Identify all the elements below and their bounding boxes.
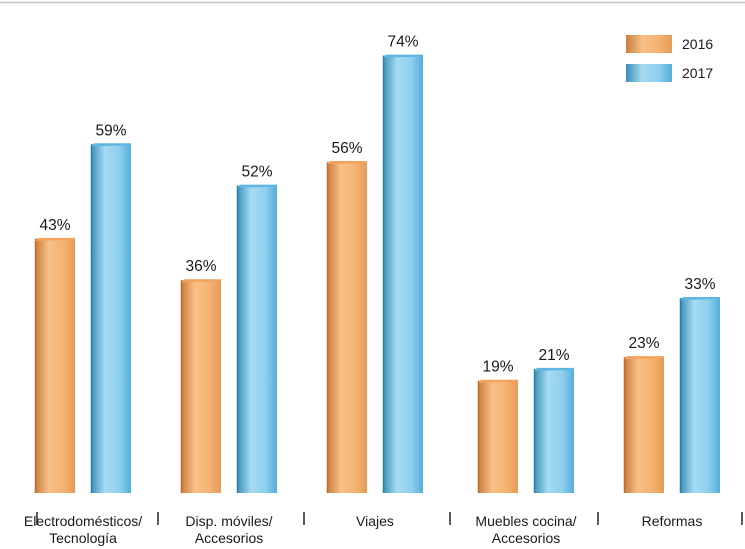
bar-body [91, 144, 131, 493]
legend-label: 2016 [682, 36, 713, 52]
bar-2016-disp-moviles [180, 279, 221, 493]
category-label-line: Accesorios [492, 530, 560, 546]
value-label-2016-reformas: 23% [628, 335, 659, 352]
value-label-2016-viajes: 56% [331, 140, 362, 157]
value-label-2017-muebles-cocina: 21% [538, 347, 569, 364]
bar-2016-muebles-cocina [477, 379, 518, 493]
category-label-viajes: Viajes [356, 513, 394, 529]
bar-body [680, 297, 720, 493]
bar-body [237, 185, 277, 493]
category-label-line: Disp. móviles/ [185, 513, 272, 529]
value-label-2017-reformas: 33% [684, 276, 715, 293]
bar-body [478, 380, 518, 493]
value-label-2017-electrodomesticos: 59% [95, 122, 126, 139]
legend-swatch [626, 64, 672, 82]
value-label-2016-disp-moviles: 36% [185, 258, 216, 275]
value-label-2016-muebles-cocina: 19% [482, 359, 513, 376]
category-label-line: Tecnología [49, 530, 117, 546]
category-label-electrodomesticos: Electrodomésticos/Tecnología [24, 513, 142, 546]
bar-top [91, 143, 131, 147]
category-label-line: Accesorios [195, 530, 263, 546]
bar-body [624, 357, 664, 493]
bar-top [35, 237, 75, 241]
category-label-disp-moviles: Disp. móviles/Accesorios [185, 513, 272, 546]
value-label-2017-viajes: 74% [387, 34, 418, 51]
legend-label: 2017 [682, 65, 713, 81]
bar-2016-viajes [326, 161, 367, 494]
bar-2016-reformas [623, 356, 664, 493]
bar-top [383, 54, 423, 58]
bar-top [478, 379, 518, 383]
category-label-line: Electrodomésticos/ [24, 513, 142, 529]
value-label-2016-electrodomesticos: 43% [39, 217, 70, 234]
bar-top [327, 161, 367, 165]
value-label-2017-disp-moviles: 52% [241, 164, 272, 181]
bar-2016-electrodomesticos [34, 237, 75, 493]
category-label-line: Muebles cocina/ [475, 513, 576, 529]
bar-2017-muebles-cocina [533, 367, 574, 493]
bar-body [181, 280, 221, 493]
bar-body [383, 55, 423, 493]
bar-top [680, 296, 720, 300]
category-labels: Electrodomésticos/Tecnología Disp. móvile… [24, 513, 702, 546]
bar-body [327, 162, 367, 494]
bar-2017-viajes [382, 54, 423, 493]
legend: 2016 2017 [626, 35, 713, 82]
value-labels: 43% 36% 56% 19% 23% 59% 52% 74% 21% 33% [39, 34, 715, 376]
bar-2017-disp-moviles [236, 184, 277, 493]
bar-body [35, 238, 75, 493]
bar-2017-electrodomesticos [90, 143, 131, 493]
legend-item-2017: 2017 [626, 64, 713, 82]
legend-swatch [626, 35, 672, 53]
bar-top [624, 356, 664, 360]
legend-item-2016: 2016 [626, 35, 713, 53]
bar-top [181, 279, 221, 283]
category-label-line: Viajes [356, 513, 394, 529]
bar-top [534, 367, 574, 371]
bar-top [237, 184, 277, 188]
bar-2017-reformas [679, 296, 720, 493]
bar-body [534, 368, 574, 493]
category-ticks [36, 512, 743, 525]
category-label-muebles-cocina: Muebles cocina/Accesorios [475, 513, 576, 546]
bars-layer [34, 54, 720, 494]
category-label-line: Reformas [642, 513, 703, 529]
category-label-reformas: Reformas [642, 513, 703, 529]
